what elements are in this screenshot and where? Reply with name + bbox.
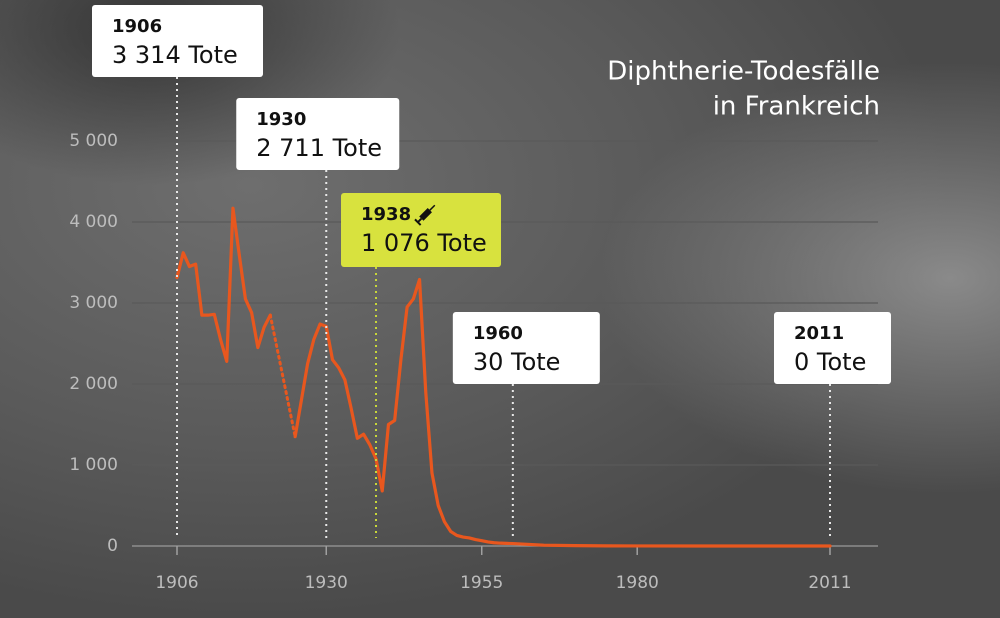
y-tick-label: 1 000	[69, 455, 118, 475]
y-tick-label: 2 000	[69, 374, 118, 394]
annotation-text: 3 314 Tote	[112, 41, 238, 69]
annotation-year: 1960	[473, 323, 523, 344]
annotation-text: 1 076 Tote	[361, 229, 487, 257]
annotation-text: 0 Tote	[794, 348, 866, 376]
annotation-text: 30 Tote	[473, 348, 561, 376]
annotations: 1906 3 314 Tote 1930 2 711 Tote 1938 1 076 To…	[92, 5, 891, 538]
y-tick-label: 3 000	[69, 293, 118, 313]
annotation-year: 2011	[794, 323, 844, 344]
annotation-box	[236, 98, 400, 170]
annotation-year: 1906	[112, 16, 162, 37]
annotation-year: 1938	[361, 204, 411, 225]
x-tick-label: 1930	[305, 573, 348, 593]
y-tick-label: 0	[107, 536, 118, 556]
annotation-text: 2 711 Tote	[256, 134, 382, 162]
syringe-needle	[429, 204, 436, 211]
gap-connector	[268, 313, 297, 439]
x-tick-label: 2011	[808, 573, 851, 593]
plot	[175, 206, 832, 548]
annotation-box	[92, 5, 263, 77]
x-tick-label: 1955	[460, 573, 503, 593]
highlight-box	[341, 193, 502, 267]
y-tick-label: 5 000	[69, 131, 118, 151]
x-tick-label: 1906	[155, 573, 198, 593]
chart-title: Diphtherie-Todesfälle	[607, 57, 880, 87]
annotation-box	[774, 312, 891, 384]
chart-title: in Frankreich	[713, 92, 880, 122]
syringe-icon	[414, 204, 436, 226]
x-tick-label: 1980	[616, 573, 659, 593]
data-line	[175, 206, 832, 548]
syringe-barrel	[419, 208, 432, 221]
y-tick-label: 4 000	[69, 212, 118, 232]
annotation-year: 1930	[256, 109, 306, 130]
annotation-box	[452, 312, 600, 384]
syringe-handle	[414, 218, 422, 226]
